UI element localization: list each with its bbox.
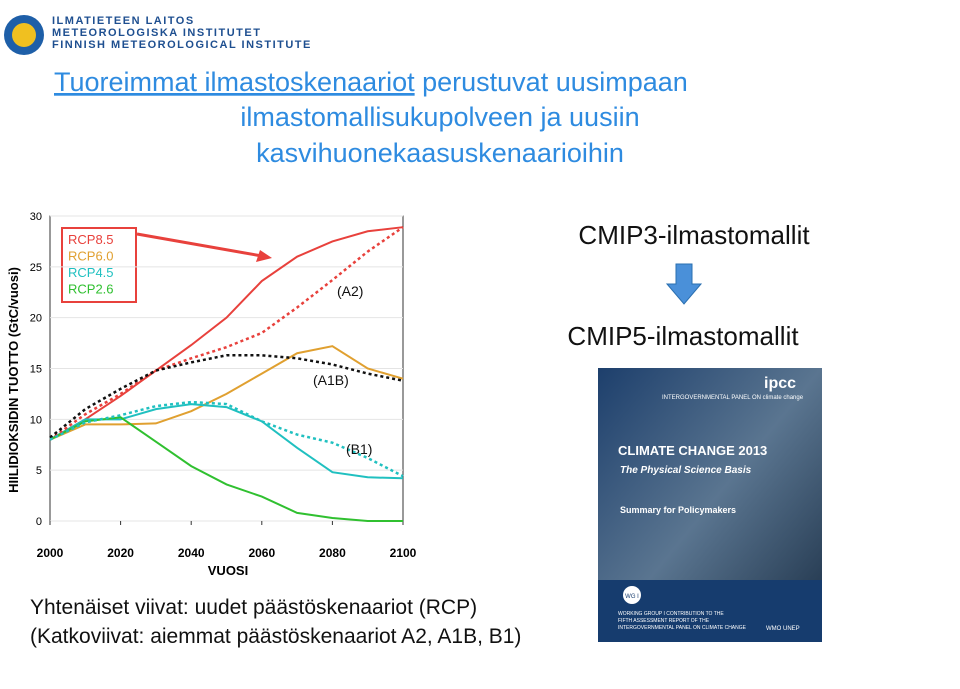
cover-panel: INTERGOVERNMENTAL PANEL ON climate chang… (662, 395, 804, 401)
cover-subtitle: The Physical Science Basis (620, 465, 752, 476)
curve-label: (B1) (346, 441, 372, 457)
title-text: ilmastomallisukupolveen ja uusiin (240, 102, 639, 132)
legend-box (61, 227, 137, 303)
y-tick-label: 0 (36, 516, 42, 528)
logo-text: FINNISH METEOROLOGICAL INSTITUTE (52, 39, 312, 51)
legend-entry: RCP6.0 (68, 249, 114, 264)
logo-text: ILMATIETEEN LAITOS (52, 15, 195, 27)
logo-icon (12, 23, 36, 47)
series-line (49, 226, 404, 441)
footer-text: Yhtenäiset viivat: uudet päästöskenaario… (30, 596, 477, 619)
pointer-arrowhead (256, 250, 272, 262)
wg-badge (623, 586, 641, 604)
y-tick-label: 5 (36, 465, 42, 477)
x-tick-label: 2020 (107, 546, 134, 560)
cover-contribution: INTERGOVERNMENTAL PANEL ON CLIMATE CHANG… (618, 625, 747, 631)
curve-label: (A2) (337, 283, 363, 299)
cover-title: CLIMATE CHANGE 2013 (618, 443, 767, 458)
title-text: perustuvat uusimpaan (415, 67, 688, 97)
cover-wg: WG I (625, 594, 639, 600)
legend-entry: RCP8.5 (68, 232, 114, 247)
x-tick-label: 2040 (178, 546, 205, 560)
y-tick-label: 30 (30, 211, 42, 223)
series-line (49, 416, 403, 522)
x-axis-title: VUOSI (208, 563, 248, 578)
cover-contribution: WORKING GROUP I CONTRIBUTION TO THE (618, 611, 724, 617)
series-line (49, 354, 404, 439)
cmip3-label: CMIP3-ilmastomallit (578, 220, 810, 250)
curve-label: (A1B) (313, 372, 349, 388)
cover-org: ipcc (764, 375, 796, 392)
x-tick-label: 2080 (319, 546, 346, 560)
title-text: kasvihuonekaasuskenaarioihin (256, 138, 624, 168)
x-tick-label: 2000 (37, 546, 64, 560)
cover-contribution: FIFTH ASSESSMENT REPORT OF THE (618, 618, 710, 624)
series-line (49, 345, 404, 441)
cover-summary: Summary for Policymakers (620, 505, 736, 515)
title-link[interactable]: Tuoreimmat ilmastoskenaariot (54, 67, 415, 97)
legend-entry: RCP2.6 (68, 282, 114, 297)
title: Tuoreimmat ilmastoskenaariot perustuvat … (54, 67, 688, 97)
series-line (49, 226, 404, 441)
cmip5-label: CMIP5-ilmastomallit (567, 321, 799, 351)
series-line (49, 400, 404, 478)
y-tick-label: 20 (30, 313, 42, 325)
footer-text: (Katkoviivat: aiemmat päästöskenaariot A… (30, 625, 521, 648)
cover-logos: WMO UNEP (766, 626, 800, 632)
y-tick-label: 25 (30, 262, 42, 274)
legend-entry: RCP4.5 (68, 265, 114, 280)
y-tick-label: 15 (30, 364, 42, 376)
down-arrow (665, 263, 703, 305)
y-axis-title: HIILIDIOKSIDIN TUOTTO (GtC/vuosi) (6, 267, 21, 493)
pointer-arrow (136, 232, 263, 258)
x-tick-label: 2100 (390, 546, 417, 560)
x-tick-label: 2060 (248, 546, 275, 560)
y-tick-label: 10 (30, 414, 42, 426)
logo-text: METEOROLOGISKA INSTITUTET (52, 27, 261, 39)
